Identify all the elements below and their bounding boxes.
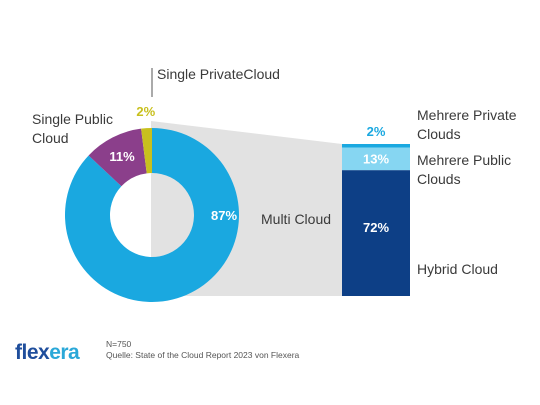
value-label-mehrere-private-clouds: 2%	[367, 124, 386, 139]
mehrere-private-clouds-label: Mehrere Private Clouds	[417, 106, 517, 144]
mehrere-public-line1: Mehrere Public	[417, 152, 512, 168]
single-public-cloud-label-line1: Single Public	[32, 111, 113, 127]
multi-cloud-label: Multi Cloud	[261, 211, 332, 227]
breakdown-value-labels: 2% 13% 72%	[363, 124, 389, 235]
breakdown-stacked-bar	[342, 144, 410, 296]
logo-flex: flex	[15, 341, 50, 364]
bar-segment-hybrid-cloud	[342, 170, 410, 296]
donut-value-labels: 87% 11% 2%	[109, 104, 237, 223]
bar-segment-mehrere-public-clouds	[342, 147, 410, 171]
bar-segment-mehrere-private-clouds	[342, 144, 410, 148]
mehrere-private-line2: Clouds	[417, 126, 461, 142]
hybrid-cloud-label: Hybrid Cloud	[417, 261, 498, 277]
flexera-logo: flexera	[15, 341, 80, 365]
source-note: Quelle: State of the Cloud Report 2023 v…	[106, 350, 300, 360]
single-private-cloud-label: Single PrivateCloud	[157, 66, 280, 82]
mehrere-public-clouds-label: Mehrere Public Clouds	[417, 151, 511, 189]
single-public-cloud-label-line2: Cloud	[32, 130, 69, 146]
slice-single-public-cloud	[88, 128, 147, 187]
logo-era: era	[49, 341, 80, 364]
slice-multi-cloud	[65, 128, 239, 302]
sample-size: N=750	[106, 339, 132, 349]
slice-single-privatecloud	[141, 128, 152, 174]
donut-chart	[65, 128, 239, 302]
single-public-cloud-label: Single Public Cloud	[32, 110, 113, 148]
value-label-multi-cloud: 87%	[211, 208, 237, 223]
value-label-hybrid-cloud: 72%	[363, 220, 389, 235]
mehrere-public-line2: Clouds	[417, 171, 461, 187]
value-label-single-public-cloud: 11%	[109, 149, 135, 164]
mehrere-private-line1: Mehrere Private	[417, 107, 517, 123]
value-label-mehrere-public-clouds: 13%	[363, 151, 389, 166]
value-label-single-privatecloud: 2%	[136, 104, 155, 119]
